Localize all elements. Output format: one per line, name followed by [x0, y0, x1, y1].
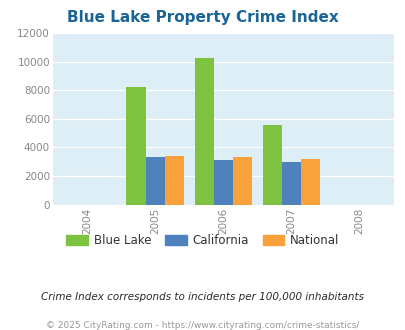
Bar: [262, 124, 281, 205]
Text: Blue Lake Property Crime Index: Blue Lake Property Crime Index: [67, 10, 338, 25]
Bar: [281, 162, 301, 205]
Bar: [164, 156, 183, 205]
Bar: [213, 160, 232, 205]
Legend: Blue Lake, California, National: Blue Lake, California, National: [62, 229, 343, 251]
Bar: [194, 58, 213, 205]
Bar: [145, 157, 164, 205]
Bar: [301, 159, 320, 205]
Bar: [126, 87, 145, 205]
Text: Crime Index corresponds to incidents per 100,000 inhabitants: Crime Index corresponds to incidents per…: [41, 292, 364, 302]
Bar: [232, 157, 252, 205]
Text: © 2025 CityRating.com - https://www.cityrating.com/crime-statistics/: © 2025 CityRating.com - https://www.city…: [46, 321, 359, 330]
